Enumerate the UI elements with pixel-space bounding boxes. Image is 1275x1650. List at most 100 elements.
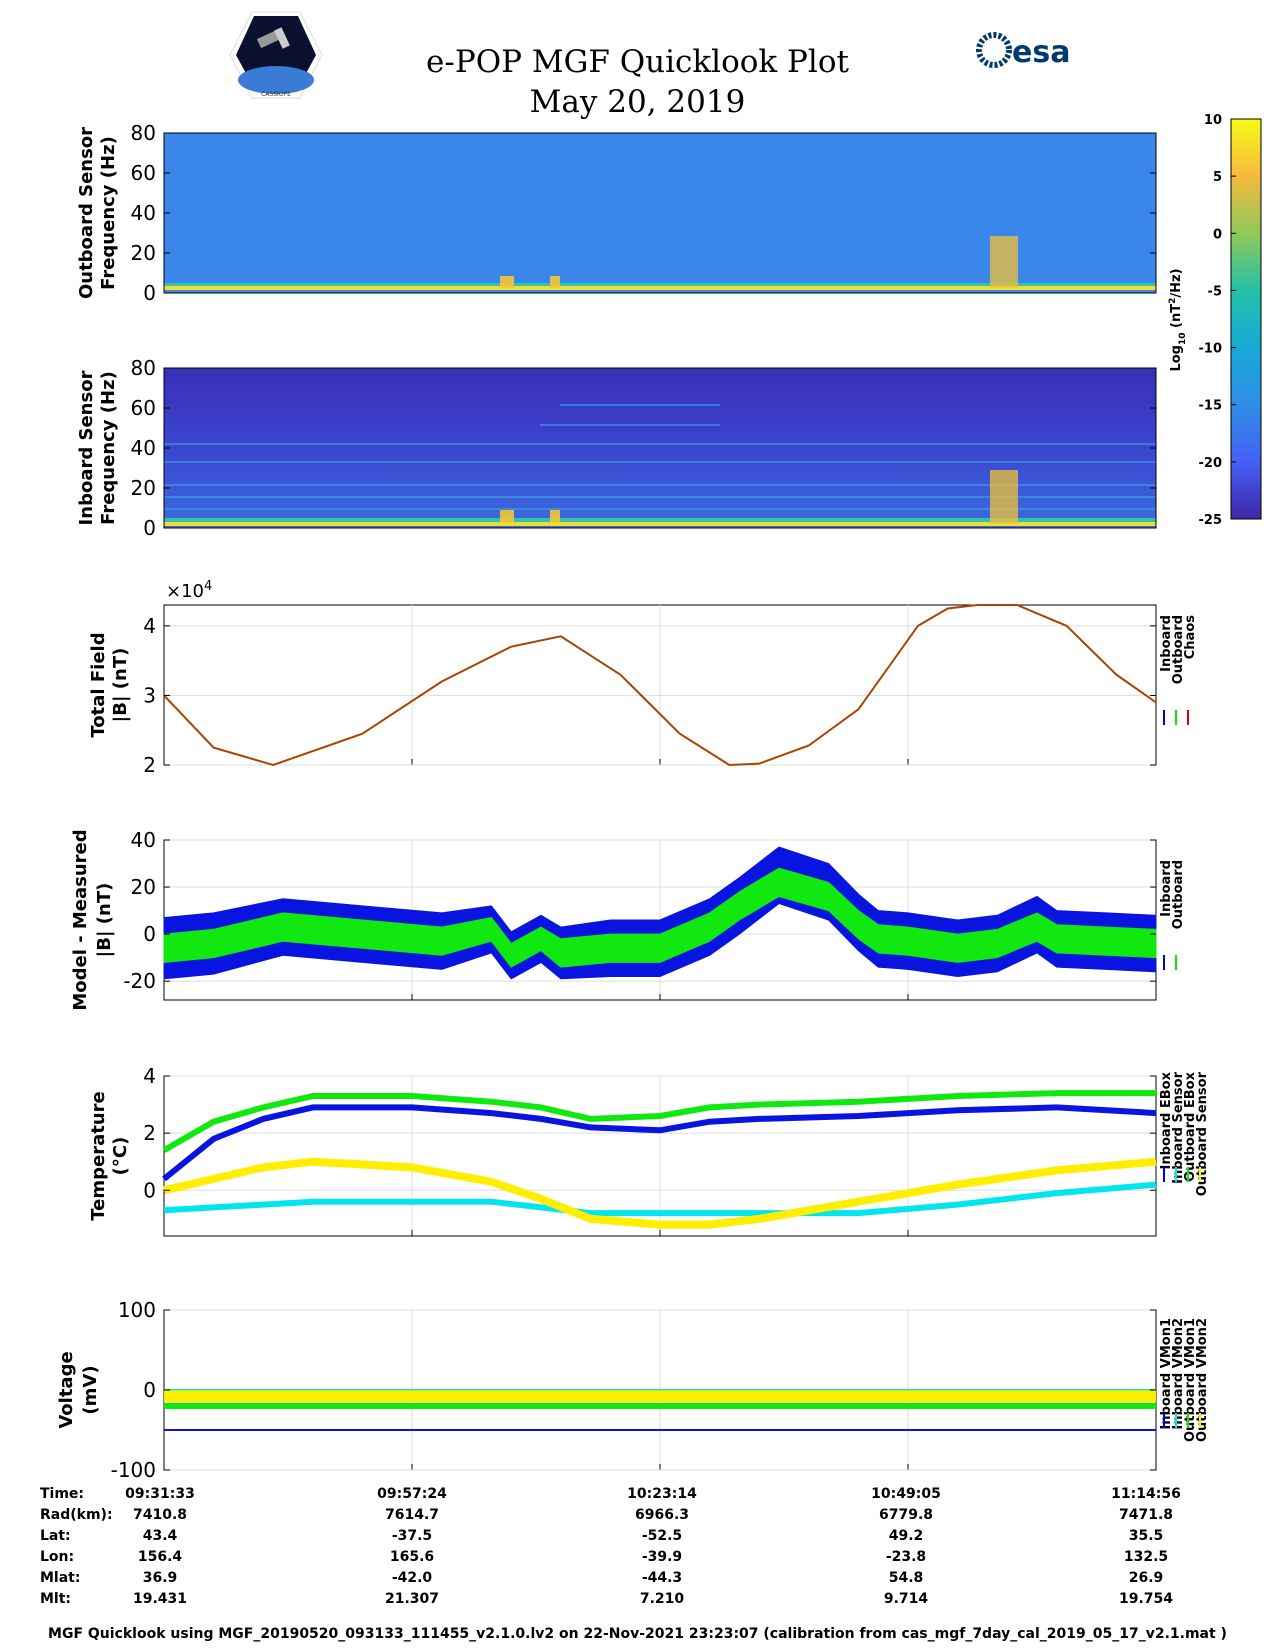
- info-value: 10:23:14: [627, 1486, 697, 1502]
- esa-logo: esa: [976, 32, 1070, 70]
- outboard-ylabel-1: Outboard Sensor: [76, 127, 97, 299]
- total-field-legend-label: Outboard: [1171, 615, 1186, 684]
- model-measured-ytick-label: 0: [143, 922, 156, 946]
- outboard-low-frequency-band: [164, 286, 1156, 290]
- colorbar-gradient: [1230, 118, 1262, 520]
- voltage-ylabel-1: Voltage: [56, 1351, 77, 1428]
- model-measured-legend-label: Inboard: [1159, 860, 1174, 917]
- info-value: 21.307: [384, 1591, 440, 1607]
- voltage-legend-label: Inboard VMon1: [1159, 1318, 1174, 1430]
- info-label-mlat: Mlat:: [40, 1570, 81, 1586]
- inboard-ytick-label: 0: [143, 516, 156, 540]
- cassiope-logo-text: CASSIOPE: [261, 91, 291, 98]
- inboard-burst-1: [500, 510, 514, 522]
- temperature-ylabel-1: Temperature: [88, 1091, 109, 1220]
- total-field-exponent-base: ×10: [166, 581, 204, 602]
- info-value: 09:31:33: [125, 1486, 195, 1502]
- total-field-panel: 2 3 4 ×104 Total Field |B| (nT) InboardOut…: [88, 579, 1198, 778]
- inboard-ylabel-2: Frequency (Hz): [98, 371, 119, 525]
- outboard-burst-1: [500, 276, 514, 288]
- total-field-legend-label: Chaos: [1183, 615, 1198, 659]
- info-label-lon: Lon:: [40, 1549, 75, 1565]
- colorbar-tick-label: -20: [1199, 456, 1223, 471]
- info-value: 26.9: [1128, 1570, 1164, 1586]
- info-value: -52.5: [641, 1528, 683, 1544]
- total-field-exponent-power: 4: [204, 579, 212, 594]
- inboard-ytick-label: 40: [131, 436, 156, 460]
- voltage-ytick-label: -100: [111, 1458, 156, 1482]
- colorbar-tick-label: 10: [1204, 113, 1222, 128]
- colorbar-tick-label: -25: [1199, 513, 1223, 528]
- inboard-burst-3: [990, 470, 1018, 524]
- plot-title: e-POP MGF Quicklook Plot: [426, 44, 849, 80]
- colorbar-tick-label: 5: [1213, 170, 1222, 185]
- voltage-legend-label: Outboard VMon2: [1195, 1318, 1210, 1442]
- voltage-ytick-label: 0: [143, 1378, 156, 1402]
- info-value: 54.8: [888, 1570, 924, 1586]
- temperature-ylabel-2: (°C): [110, 1137, 131, 1176]
- temperature-legend-label: Inboard Sensor: [1171, 1071, 1186, 1183]
- info-value: -39.9: [641, 1549, 683, 1565]
- outboard-spectrogram-panel: 0 20 40 60 80 Outboard Sensor Frequency (Hz): [76, 121, 1157, 305]
- info-value: 7.210: [639, 1591, 685, 1607]
- total-field-exponent: ×104: [166, 579, 212, 603]
- info-value: 35.5: [1128, 1528, 1164, 1544]
- total-field-ytick-label: 2: [143, 753, 156, 777]
- colorbar-tick-label: -10: [1199, 342, 1223, 357]
- colorbar: 10 5 0 -5 -10 -15 -20 -25 Log10 (nT2/Hz): [1168, 113, 1262, 528]
- voltage-ytick-label: 100: [118, 1298, 156, 1322]
- inboard-ytick-label: 80: [131, 356, 156, 380]
- colorbar-tick-label: -15: [1199, 399, 1223, 414]
- info-value: 36.9: [142, 1570, 178, 1586]
- footer-caption: MGF Quicklook using MGF_20190520_093133_…: [48, 1626, 1227, 1642]
- total-field-legend-label: Inboard: [1159, 615, 1174, 672]
- outboard-burst-3: [990, 236, 1018, 288]
- info-value: 6779.8: [878, 1507, 934, 1523]
- info-value: 11:14:56: [1111, 1486, 1181, 1502]
- info-label-lat: Lat:: [40, 1528, 71, 1544]
- esa-logo-text: esa: [1012, 35, 1070, 70]
- info-value: 19.431: [132, 1591, 188, 1607]
- outboard-ytick-label: 60: [131, 161, 156, 185]
- temperature-panel: 0 2 4 Temperature (°C) Inboard EBoxInboard…: [88, 1064, 1210, 1237]
- model-measured-ytick-label: 40: [131, 828, 156, 852]
- temperature-outboard-sensor-line: [163, 1157, 1157, 1229]
- temperature-inboard-ebox-line: [162, 1104, 1157, 1182]
- cassiope-logo: CASSIOPE: [229, 11, 323, 99]
- outboard-ytick-label: 40: [131, 201, 156, 225]
- info-value: -42.0: [391, 1570, 433, 1586]
- inboard-low-frequency-band: [164, 522, 1156, 526]
- temperature-legend-label: Inboard EBox: [1159, 1071, 1174, 1169]
- model-measured-ylabel-1: Model - Measured: [70, 829, 91, 1010]
- temperature-inboard-sensor-line: [162, 1090, 1156, 1153]
- outboard-burst-2: [550, 276, 560, 288]
- info-value: 9.714: [883, 1591, 929, 1607]
- inboard-spectrogram-panel: 0 20 40 60 80 Inboard Sensor Frequency (Hz): [76, 356, 1157, 540]
- info-value: 6966.3: [634, 1507, 690, 1523]
- temperature-ytick-label: 4: [143, 1064, 156, 1088]
- temperature-outboard-ebox-line: [163, 1181, 1157, 1217]
- info-value: -23.8: [885, 1549, 927, 1565]
- info-value: 165.6: [389, 1549, 435, 1565]
- outboard-ytick-label: 20: [131, 241, 156, 265]
- model-measured-legend-label: Outboard: [1171, 860, 1186, 929]
- temperature-legend-label: Outboard Sensor: [1195, 1071, 1210, 1196]
- colorbar-tick-label: -5: [1208, 284, 1222, 299]
- info-value: 7471.8: [1118, 1507, 1174, 1523]
- info-value: -37.5: [391, 1528, 433, 1544]
- colorbar-tick-label: 0: [1213, 227, 1222, 242]
- info-label-mlt: Mlt:: [40, 1591, 72, 1607]
- inboard-ylabel-1: Inboard Sensor: [76, 370, 97, 525]
- inboard-ytick-label: 60: [131, 396, 156, 420]
- total-field-ylabel-2: |B| (nT): [110, 648, 131, 723]
- info-value: 09:57:24: [377, 1486, 447, 1502]
- model-measured-ytick-label: -20: [123, 969, 156, 993]
- info-label-rad: Rad(km):: [40, 1507, 113, 1523]
- voltage-legend-label: Inboard VMon2: [1171, 1318, 1186, 1430]
- total-field-ytick-label: 3: [143, 683, 156, 707]
- total-field-ylabel-1: Total Field: [88, 632, 109, 737]
- outboard-ytick-label: 80: [131, 121, 156, 145]
- outboard-ytick-label: 0: [143, 281, 156, 305]
- model-measured-outboard-band: [163, 867, 1157, 968]
- inboard-burst-2: [550, 510, 560, 522]
